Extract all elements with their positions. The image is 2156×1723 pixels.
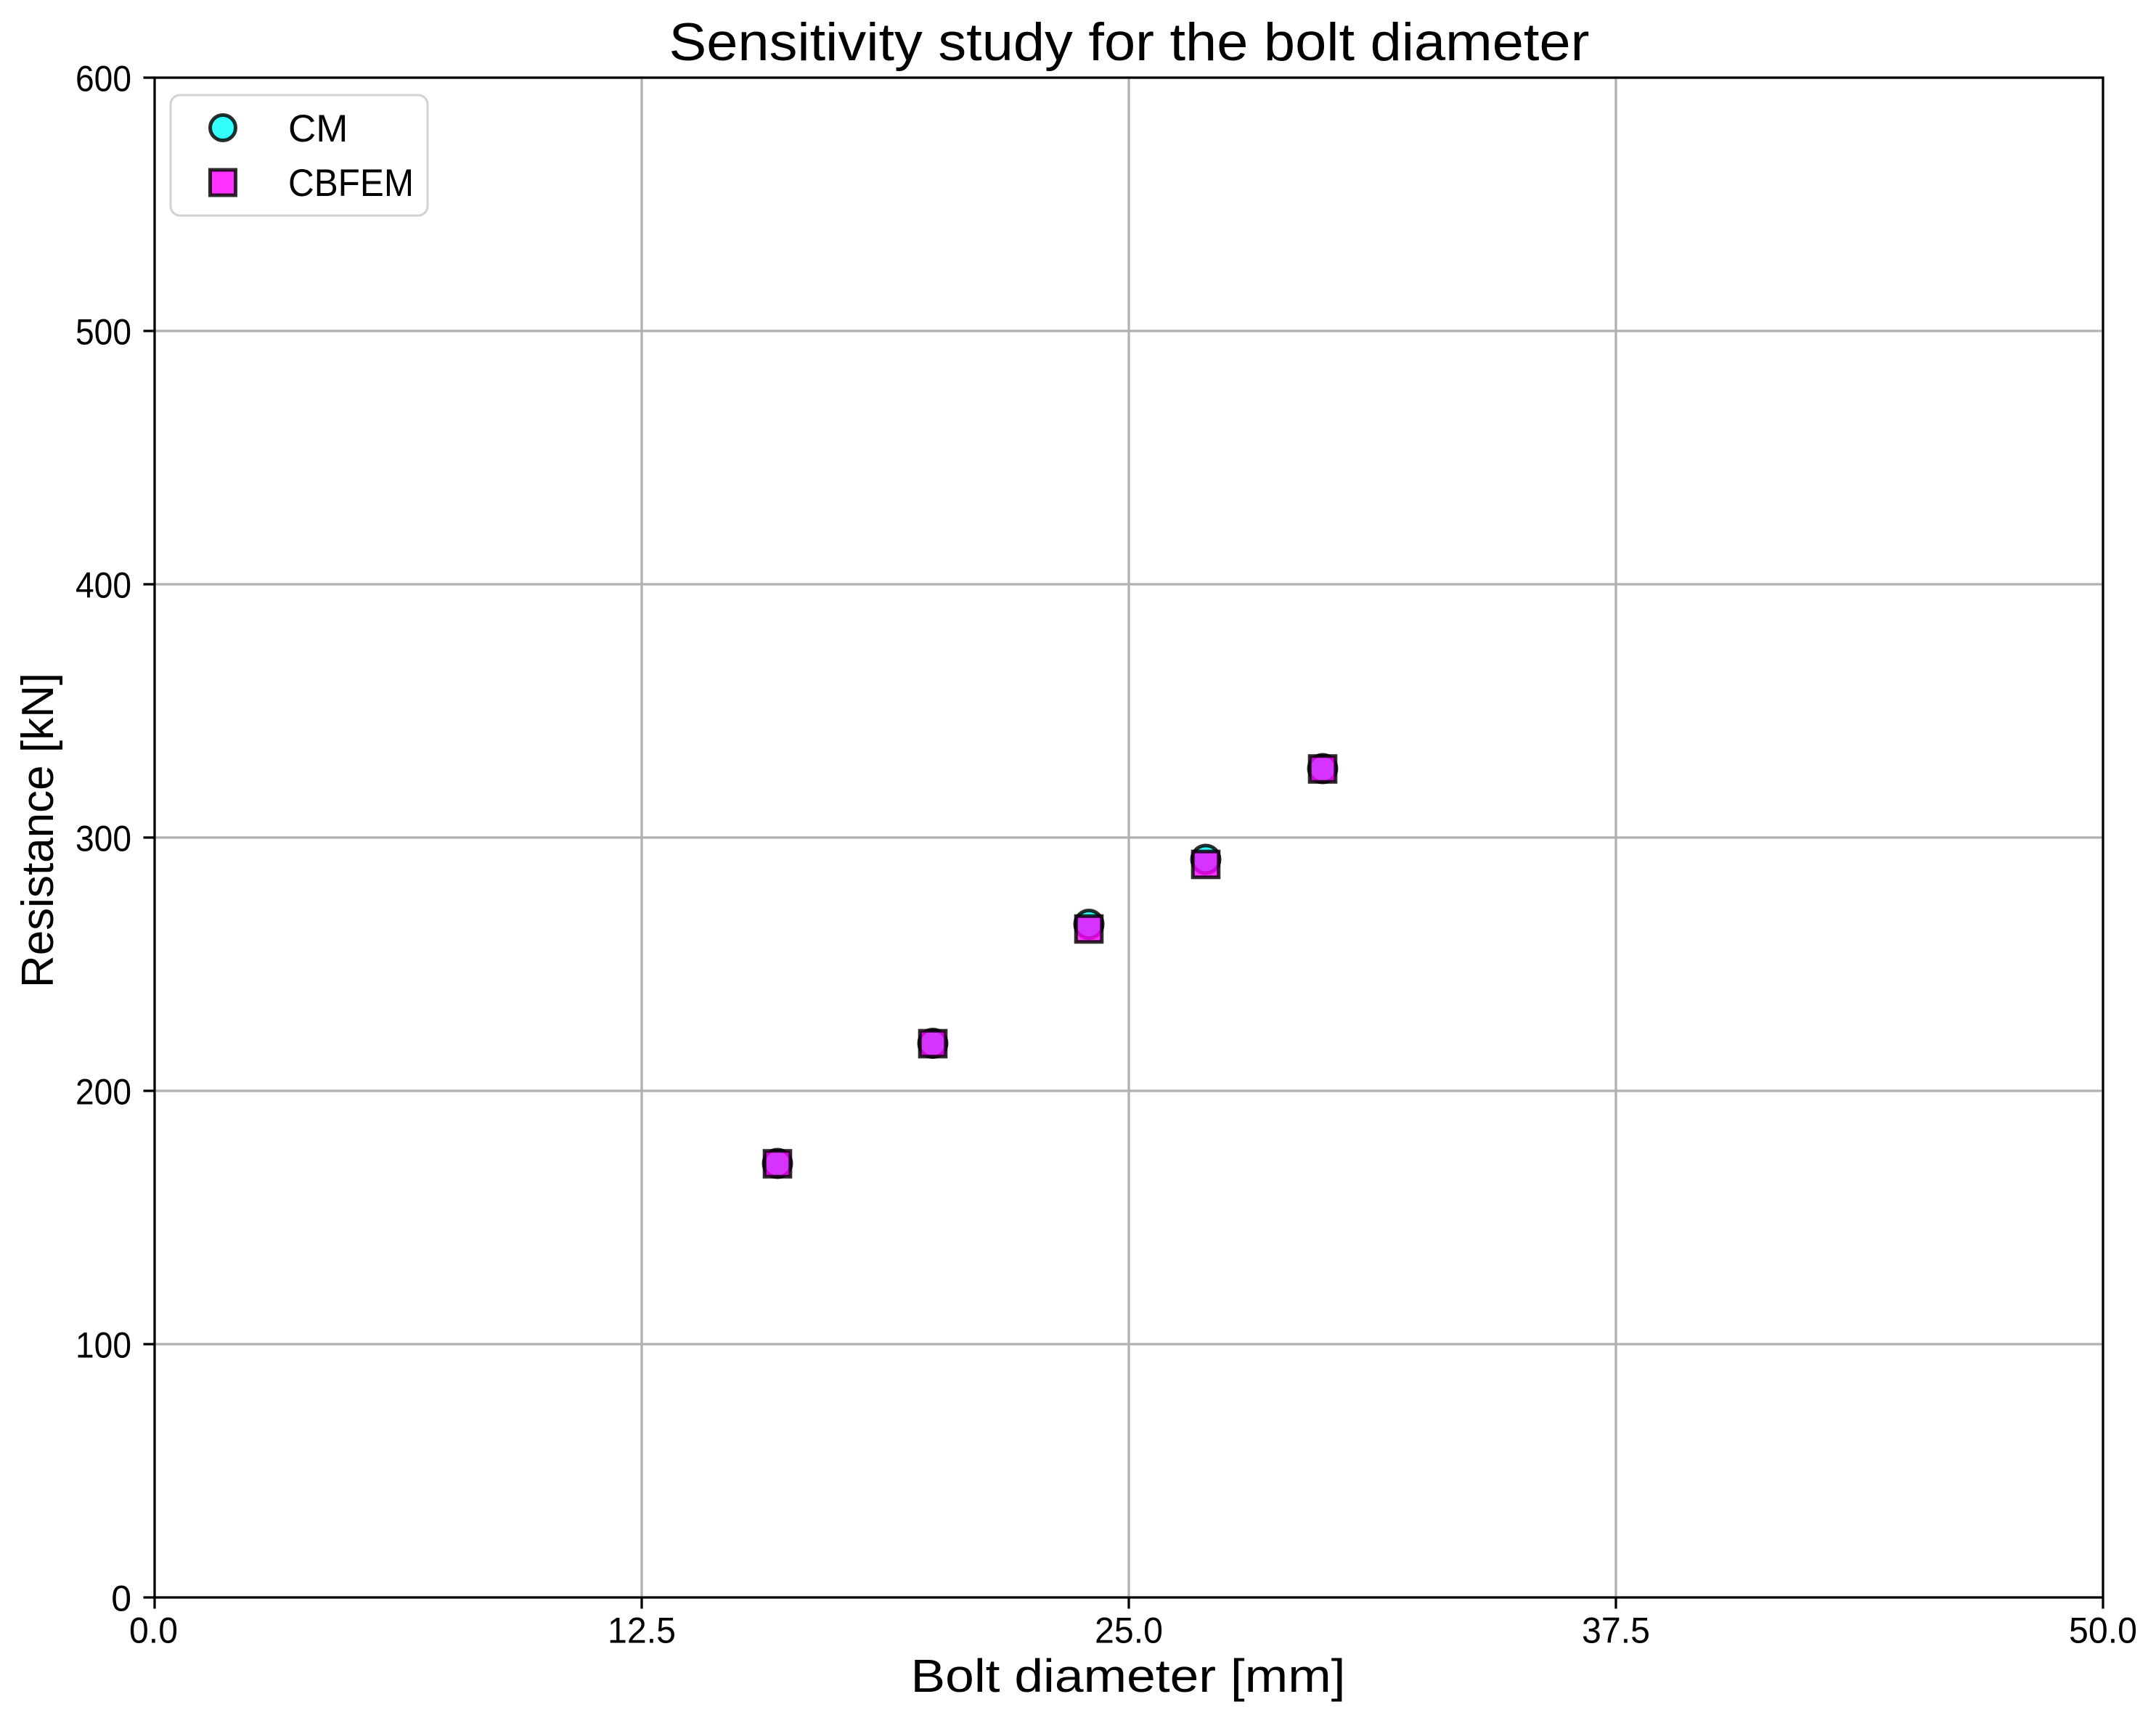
svg-text:500: 500 <box>75 312 131 353</box>
svg-text:600: 600 <box>75 59 131 99</box>
svg-text:Bolt diameter [mm]: Bolt diameter [mm] <box>911 1650 1346 1702</box>
svg-text:12.5: 12.5 <box>608 1611 676 1651</box>
svg-text:CBFEM: CBFEM <box>288 162 414 205</box>
svg-text:0.0: 0.0 <box>129 1611 178 1651</box>
svg-text:37.5: 37.5 <box>1582 1611 1650 1651</box>
svg-text:Sensitivity study for the bolt: Sensitivity study for the bolt diameter <box>669 13 1590 72</box>
svg-text:CM: CM <box>288 107 348 150</box>
svg-text:50.0: 50.0 <box>2069 1611 2137 1651</box>
svg-text:25.0: 25.0 <box>1095 1611 1163 1651</box>
svg-text:300: 300 <box>75 819 131 859</box>
svg-text:200: 200 <box>75 1072 131 1113</box>
svg-text:100: 100 <box>75 1325 131 1366</box>
svg-text:0: 0 <box>111 1579 131 1619</box>
svg-text:400: 400 <box>75 565 131 606</box>
svg-text:Resistance [kN]: Resistance [kN] <box>13 673 63 988</box>
